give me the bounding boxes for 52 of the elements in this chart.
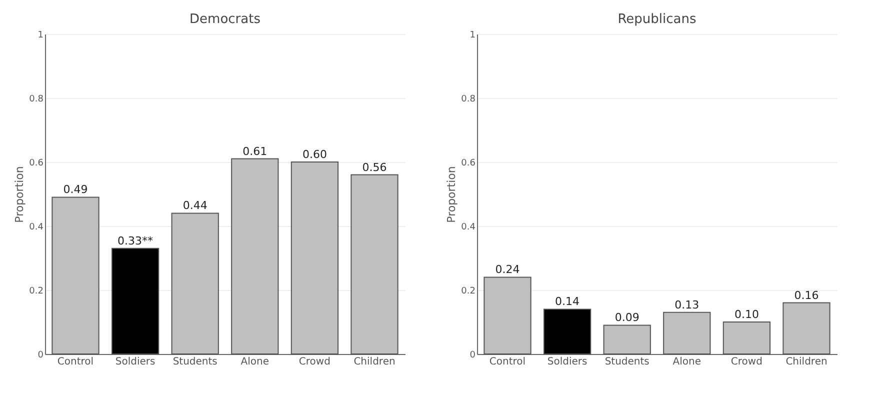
- bar: [350, 174, 398, 354]
- bar: [111, 248, 160, 354]
- y-tick-label: 0.4: [29, 222, 44, 232]
- x-tick-label: Alone: [240, 356, 270, 368]
- y-tick-label: 0.6: [29, 158, 44, 168]
- x-tick-label: Students: [604, 356, 650, 368]
- x-tick-label: Soldiers: [547, 356, 588, 368]
- bar: [663, 312, 711, 354]
- bar: [722, 322, 771, 354]
- chart-title: Democrats: [190, 12, 261, 27]
- y-axis-title: Proportion: [445, 166, 458, 223]
- x-tick-label: Students: [172, 356, 218, 368]
- y-tick-label: 0.2: [29, 286, 44, 296]
- data-label: 0.49: [63, 183, 88, 196]
- y-tick-label: 0.8: [461, 94, 476, 104]
- bar: [603, 324, 651, 354]
- bar: [171, 212, 219, 354]
- data-label: 0.16: [794, 288, 819, 302]
- data-label: 0.44: [182, 199, 208, 212]
- data-label: 0.60: [302, 148, 327, 161]
- chart-title: Republicans: [618, 12, 696, 27]
- x-tick-label: Crowd: [298, 356, 330, 368]
- x-tick-label: Children: [354, 356, 396, 368]
- y-axis-title: Proportion: [13, 166, 26, 223]
- y-tick-label: 0.6: [461, 158, 476, 168]
- x-tick-label: Alone: [672, 356, 702, 368]
- data-label: 0.10: [734, 308, 759, 321]
- y-tick-label: 0: [470, 350, 476, 360]
- y-tick-label: 1: [470, 30, 476, 40]
- data-label: 0.14: [555, 295, 580, 308]
- x-tick-label: Control: [57, 356, 94, 368]
- data-label: 0.61: [242, 144, 268, 158]
- y-tick-label: 0: [38, 350, 44, 360]
- data-label: 0.13: [674, 298, 700, 312]
- x-tick-label: Soldiers: [115, 356, 156, 368]
- bar: [543, 308, 592, 354]
- data-label: 0.56: [362, 160, 387, 174]
- y-tick-label: 0.4: [461, 222, 476, 232]
- bar: [52, 196, 100, 354]
- data-label: 0.33**: [118, 234, 154, 248]
- data-label: 0.09: [614, 311, 640, 324]
- x-tick-label: Children: [786, 356, 828, 368]
- data-label: 0.24: [495, 263, 520, 276]
- bar: [484, 276, 532, 354]
- y-tick-label: 0.8: [29, 94, 44, 104]
- x-tick-label: Control: [489, 356, 526, 368]
- bar: [231, 158, 279, 354]
- y-tick-label: 0.2: [461, 286, 476, 296]
- bar: [782, 302, 830, 354]
- x-tick-label: Crowd: [730, 356, 762, 368]
- y-tick-label: 1: [38, 30, 44, 40]
- bar: [290, 162, 339, 354]
